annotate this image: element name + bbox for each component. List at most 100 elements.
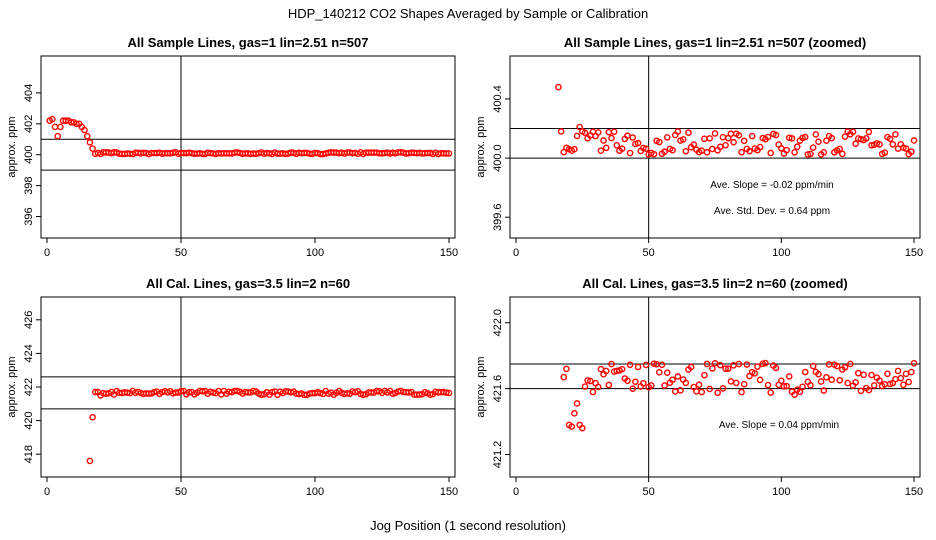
data-point — [804, 151, 812, 158]
data-point — [854, 369, 862, 377]
data-point — [841, 364, 849, 371]
data-point — [881, 149, 889, 156]
data-point — [571, 410, 578, 417]
data-point — [701, 135, 708, 143]
data-point — [820, 387, 828, 394]
x-tick-label: 100 — [306, 247, 324, 259]
data-point — [902, 145, 910, 152]
data-point — [862, 134, 870, 142]
data-point — [671, 388, 679, 395]
data-point — [809, 144, 817, 151]
data-point — [809, 362, 817, 370]
data-point — [634, 363, 642, 371]
data-point — [746, 147, 753, 155]
data-point — [852, 379, 859, 386]
data-point — [836, 145, 844, 153]
data-point — [703, 149, 711, 156]
data-point — [663, 369, 671, 376]
data-point — [815, 138, 822, 146]
data-point — [828, 134, 836, 142]
data-point — [717, 361, 724, 369]
data-point — [735, 360, 743, 368]
data-point — [359, 391, 367, 399]
data-point — [892, 131, 899, 138]
data-point — [86, 139, 94, 146]
data-point — [756, 143, 764, 151]
data-point — [812, 131, 820, 138]
data-point — [706, 385, 713, 393]
data-point — [618, 365, 626, 373]
data-point — [597, 147, 605, 155]
data-point — [892, 375, 899, 383]
y-tick-label: 420 — [23, 411, 35, 429]
data-point — [581, 129, 589, 137]
data-point — [91, 388, 99, 396]
data-point — [701, 371, 708, 379]
data-point — [640, 379, 647, 387]
data-point — [389, 390, 397, 397]
y-axis-label: approx. ppm — [6, 116, 18, 177]
x-tick-label: 100 — [772, 247, 790, 259]
data-point — [823, 373, 830, 381]
data-point — [655, 138, 663, 146]
y-axis-label: approx. ppm — [475, 356, 487, 417]
data-point — [764, 133, 772, 141]
data-point — [573, 132, 581, 140]
data-point — [900, 381, 907, 389]
data-point — [841, 133, 849, 140]
data-point — [634, 139, 642, 147]
data-point — [849, 128, 857, 136]
data-point — [258, 391, 265, 399]
data-point — [889, 141, 897, 148]
data-point — [785, 134, 793, 142]
y-tick-label: 426 — [23, 311, 35, 329]
data-point — [780, 382, 788, 390]
data-point — [767, 149, 775, 157]
data-point — [751, 370, 759, 377]
y-tick-label: 398 — [23, 176, 35, 194]
data-point — [801, 133, 809, 141]
data-point — [793, 143, 801, 151]
data-point — [602, 144, 610, 152]
data-point — [799, 383, 806, 391]
data-point — [910, 360, 918, 367]
data-point — [833, 362, 841, 370]
data-point — [778, 377, 785, 385]
data-point — [54, 132, 62, 140]
data-point — [740, 137, 748, 145]
data-point — [738, 388, 745, 396]
figure-title: HDP_140212 CO2 Shapes Averaged by Sample… — [288, 6, 648, 21]
stat-annotation: Ave. Std. Dev. = 0.64 ppm — [714, 206, 830, 217]
data-point — [754, 363, 761, 370]
data-point — [735, 131, 743, 139]
data-point — [177, 387, 185, 395]
data-point — [756, 376, 764, 384]
x-tick-label: 0 — [44, 247, 50, 259]
data-point — [783, 146, 790, 154]
data-point — [836, 376, 844, 384]
data-point — [687, 363, 695, 371]
data-point — [573, 400, 581, 407]
x-tick-label: 150 — [905, 247, 923, 259]
data-point — [732, 379, 740, 387]
x-tick-label: 100 — [772, 486, 790, 498]
y-tick-label: 418 — [23, 445, 35, 463]
data-point — [685, 129, 692, 136]
x-tick-label: 100 — [306, 486, 324, 498]
data-point — [568, 423, 576, 430]
data-point — [719, 133, 727, 141]
data-point — [703, 360, 711, 368]
panel-title: All Cal. Lines, gas=3.5 lin=2 n=60 — [146, 276, 350, 291]
y-axis-label: approx. ppm — [475, 116, 487, 177]
data-point — [839, 150, 846, 158]
data-point — [722, 365, 729, 372]
data-point — [727, 130, 735, 138]
data-point — [690, 141, 698, 148]
data-point — [910, 137, 918, 144]
data-point — [860, 371, 867, 379]
data-point — [579, 424, 586, 432]
data-point — [669, 146, 676, 154]
data-point — [876, 141, 883, 148]
data-point — [416, 391, 423, 398]
